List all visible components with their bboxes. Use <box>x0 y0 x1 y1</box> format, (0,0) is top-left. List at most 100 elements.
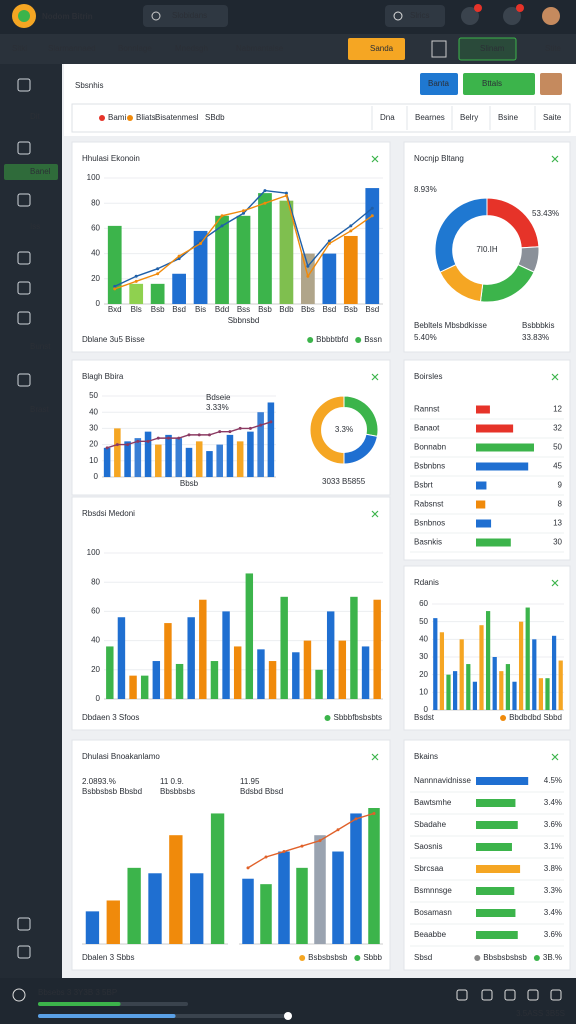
bar <box>129 675 137 699</box>
player-control[interactable] <box>456 989 468 1001</box>
bar <box>466 664 471 710</box>
line-point <box>134 274 138 278</box>
legend-swatch <box>500 715 507 721</box>
tool[interactable]: Bsine <box>498 113 519 122</box>
sidebar-icon[interactable] <box>17 78 31 92</box>
line-point <box>306 264 310 268</box>
action-label: Sanda <box>370 44 394 53</box>
line-point <box>220 214 224 218</box>
row-value: 9 <box>558 481 563 490</box>
legend-swatch <box>354 955 361 961</box>
line-point <box>238 426 242 430</box>
tool[interactable]: Dna <box>380 113 395 122</box>
tool[interactable]: Bearnes <box>415 113 445 122</box>
bar <box>267 402 275 477</box>
row-bar <box>476 500 486 509</box>
header-icon[interactable] <box>461 7 479 25</box>
close-icon[interactable] <box>371 155 379 163</box>
volume-knob[interactable] <box>284 1012 292 1020</box>
action-label: Slinam <box>480 44 505 53</box>
player-icon[interactable] <box>12 988 26 1002</box>
line-point <box>264 855 268 859</box>
tool[interactable]: Saite <box>543 113 562 122</box>
close-icon[interactable] <box>371 373 379 381</box>
line-point <box>177 436 181 440</box>
y-tick-label: 20 <box>91 665 100 674</box>
nav-item[interactable]: Slarmannaed <box>48 44 96 53</box>
status-pill[interactable] <box>385 5 445 27</box>
sidebar-icon[interactable] <box>17 141 31 155</box>
sidebar <box>0 64 62 978</box>
close-icon[interactable] <box>551 155 559 163</box>
bar <box>551 635 557 710</box>
sidebar-icon[interactable] <box>17 281 31 295</box>
row-bar <box>476 462 529 471</box>
y-tick-label: 10 <box>89 456 98 465</box>
search-box[interactable] <box>143 5 228 27</box>
dropdown-button[interactable] <box>463 73 535 95</box>
close-icon[interactable] <box>371 510 379 518</box>
player-control[interactable] <box>481 989 493 1001</box>
filter[interactable]: SBdb <box>205 113 225 122</box>
x-tick-label: Bxd <box>108 305 122 314</box>
row-label: Bosamasn <box>414 908 452 917</box>
sidebar-icon[interactable] <box>17 311 31 325</box>
annotation: Bebltels Mbsbdkisse <box>414 321 487 330</box>
bar <box>326 611 335 699</box>
nav-item[interactable]: Mnedsgh <box>175 44 208 53</box>
close-icon[interactable] <box>551 373 559 381</box>
nav-item[interactable]: Nabmantalse <box>236 44 284 53</box>
close-icon[interactable] <box>551 753 559 761</box>
sidebar-icon[interactable] <box>17 373 31 387</box>
close-icon[interactable] <box>371 753 379 761</box>
close-icon[interactable] <box>551 579 559 587</box>
sidebar-icon[interactable] <box>17 251 31 265</box>
y-tick-label: 0 <box>424 705 429 714</box>
row-label: Sbrcsaa <box>414 864 444 873</box>
bar <box>499 671 504 710</box>
tool[interactable]: Belry <box>460 113 478 122</box>
bar <box>492 657 497 710</box>
line-point <box>327 239 331 243</box>
row-bar <box>476 519 492 528</box>
sidebar-icon[interactable] <box>17 917 31 931</box>
header-icon[interactable] <box>542 7 560 25</box>
primary-button[interactable] <box>420 73 458 95</box>
player-control[interactable] <box>527 989 539 1001</box>
row-bar <box>476 887 515 895</box>
line-point <box>354 817 358 821</box>
action-button[interactable] <box>348 38 405 60</box>
icon-button[interactable] <box>431 40 447 58</box>
nav-item[interactable]: Sitki <box>12 44 27 53</box>
nav-item[interactable]: Bonnlage <box>118 44 152 53</box>
header-icon[interactable] <box>503 7 521 25</box>
annotation: 3.33% <box>206 403 229 412</box>
legend-label: Bssn <box>364 335 382 344</box>
sidebar-icon[interactable] <box>17 945 31 959</box>
bar <box>199 599 207 699</box>
line-point <box>248 426 252 430</box>
sidebar-icon[interactable] <box>17 193 31 207</box>
sidebar-item[interactable]: Brast <box>30 405 49 414</box>
bar <box>279 200 294 304</box>
line-point <box>113 287 117 291</box>
sidebar-item[interactable]: Bunst <box>30 342 51 351</box>
annotation: 11.95 <box>240 777 260 786</box>
player-control[interactable] <box>550 989 562 1001</box>
player-control[interactable] <box>504 989 516 1001</box>
action-button[interactable] <box>458 37 517 61</box>
sidebar-item[interactable]: Banel <box>30 167 51 176</box>
line-point <box>126 443 130 447</box>
action-label[interactable]: Stite <box>545 44 562 53</box>
filter[interactable]: Bliats <box>136 113 156 122</box>
bar <box>301 253 315 304</box>
row-value: 12 <box>553 405 562 414</box>
filter[interactable]: Bisatenmesl <box>155 113 199 122</box>
filter[interactable]: Bami <box>108 113 126 122</box>
sidebar-active <box>4 164 58 180</box>
sidebar-item[interactable]: Dit <box>30 112 41 121</box>
row-value: 3.4% <box>544 908 562 917</box>
y-tick-label: 50 <box>89 391 98 400</box>
legend-swatch <box>307 337 314 343</box>
sidebar-item[interactable]: Iss <box>30 222 40 231</box>
